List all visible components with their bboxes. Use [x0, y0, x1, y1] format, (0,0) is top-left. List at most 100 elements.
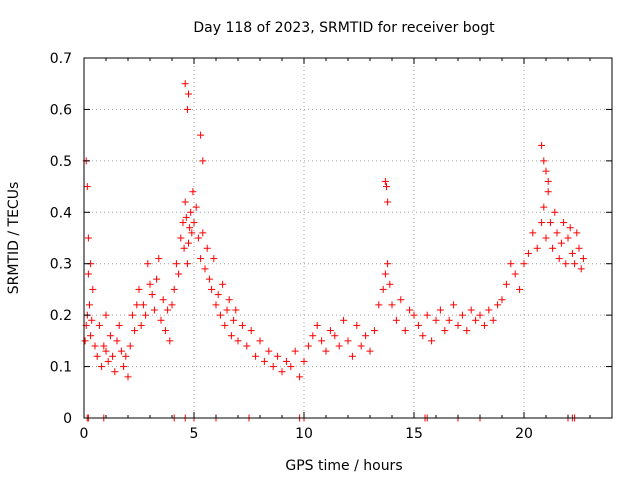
data-point — [182, 213, 190, 221]
data-point — [102, 311, 110, 319]
data-point — [260, 357, 268, 365]
data-point — [269, 363, 277, 371]
data-point — [533, 244, 541, 252]
plot-frame — [83, 57, 613, 419]
data-point — [166, 337, 174, 345]
data-point — [489, 316, 497, 324]
data-point — [326, 327, 334, 335]
data-point — [357, 342, 365, 350]
data-point — [507, 260, 515, 268]
data-point — [180, 244, 188, 252]
data-point — [296, 373, 304, 381]
data-point — [93, 352, 101, 360]
data-point — [538, 141, 546, 149]
data-point — [406, 306, 414, 314]
data-point — [111, 368, 119, 376]
data-point — [159, 296, 167, 304]
data-point — [238, 321, 246, 329]
data-point — [168, 301, 176, 309]
data-point — [472, 316, 480, 324]
data-point — [553, 229, 561, 237]
data-point — [467, 306, 475, 314]
data-point — [84, 270, 92, 278]
x-axis-label: GPS time / hours — [285, 458, 402, 474]
data-point — [157, 316, 165, 324]
data-point — [197, 131, 205, 139]
data-point — [568, 249, 576, 257]
data-point — [210, 255, 218, 263]
data-point — [183, 260, 191, 268]
data-point — [199, 229, 207, 237]
data-point — [124, 373, 132, 381]
data-point — [573, 229, 581, 237]
data-point — [549, 244, 557, 252]
data-point — [153, 275, 161, 283]
data-point — [362, 332, 370, 340]
x-tick-label: 20 — [515, 426, 533, 442]
data-point — [88, 316, 96, 324]
data-point — [234, 337, 242, 345]
data-point — [225, 296, 233, 304]
data-point — [197, 255, 205, 263]
data-point — [148, 291, 156, 299]
data-point — [575, 244, 583, 252]
data-point — [542, 234, 550, 242]
data-points — [81, 80, 587, 422]
y-tick-label: 0.5 — [50, 154, 72, 170]
data-point — [445, 316, 453, 324]
data-point — [335, 342, 343, 350]
data-point — [538, 219, 546, 227]
data-point — [247, 327, 255, 335]
data-point — [388, 301, 396, 309]
data-point — [113, 337, 121, 345]
data-point — [86, 301, 93, 309]
data-point — [540, 203, 548, 211]
data-point — [560, 219, 568, 227]
data-point — [83, 183, 91, 191]
data-point — [161, 327, 169, 335]
data-point — [122, 352, 130, 360]
data-point — [353, 321, 361, 329]
data-point — [476, 311, 484, 319]
data-point — [344, 337, 352, 345]
data-point — [516, 285, 524, 293]
data-point — [203, 244, 211, 252]
data-point — [436, 306, 444, 314]
data-point — [529, 229, 537, 237]
data-point — [551, 208, 559, 216]
data-point — [89, 285, 97, 293]
data-point — [485, 306, 493, 314]
chart-title: Day 118 of 2023, SRMTID for receiver bog… — [193, 20, 495, 36]
data-point — [524, 249, 532, 257]
data-point — [381, 270, 389, 278]
data-point — [181, 80, 189, 88]
data-point — [175, 270, 183, 278]
data-point — [208, 285, 216, 293]
data-point — [91, 342, 99, 350]
data-point — [511, 270, 519, 278]
data-point — [428, 337, 436, 345]
data-point — [106, 332, 114, 340]
data-point — [189, 188, 197, 196]
data-point — [115, 321, 123, 329]
data-point — [392, 316, 400, 324]
data-point — [386, 280, 394, 288]
data-point — [199, 157, 207, 165]
data-point — [214, 291, 222, 299]
data-point — [81, 337, 89, 345]
data-point — [232, 306, 240, 314]
data-point — [221, 321, 229, 329]
data-point — [230, 316, 238, 324]
data-point — [304, 342, 312, 350]
y-tick-label: 0.1 — [50, 360, 72, 376]
data-point — [192, 203, 200, 211]
data-point — [102, 347, 110, 355]
data-point — [131, 327, 139, 335]
grid-lines — [84, 58, 612, 418]
data-point — [98, 363, 106, 371]
data-point — [177, 234, 185, 242]
data-point — [458, 311, 466, 319]
data-point — [190, 219, 198, 227]
data-point — [142, 311, 150, 319]
data-point — [265, 347, 273, 355]
